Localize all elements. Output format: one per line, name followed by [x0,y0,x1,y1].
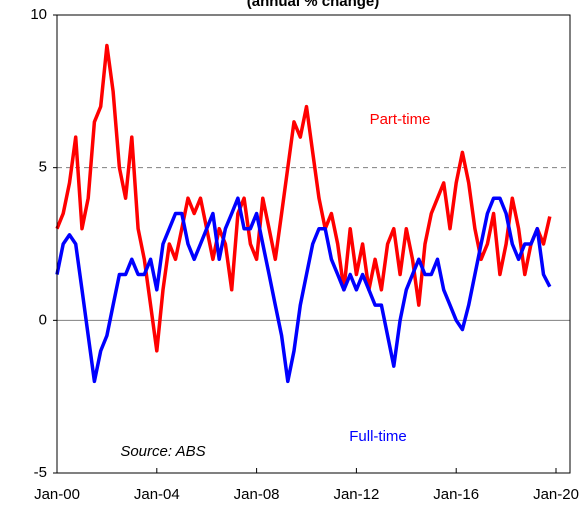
chart-title: (annual % change) [247,0,380,10]
y-tick-label: 0 [39,311,47,328]
y-tick-label: 10 [30,6,47,23]
y-tick-label: -5 [34,464,47,481]
series-label: Full-time [349,428,407,445]
x-tick-label: Jan-08 [234,486,280,503]
source-note: Source: ABS [120,443,205,460]
x-tick-label: Jan-12 [333,486,379,503]
y-tick-label: 5 [39,159,47,176]
series-label: Part-time [370,111,431,128]
x-tick-label: Jan-16 [433,486,479,503]
x-tick-label: Jan-20 [533,486,579,503]
plot-frame [56,14,571,474]
series-line [55,196,552,384]
x-tick-label: Jan-04 [134,486,180,503]
series-line [55,43,552,353]
x-tick-label: Jan-00 [34,486,80,503]
